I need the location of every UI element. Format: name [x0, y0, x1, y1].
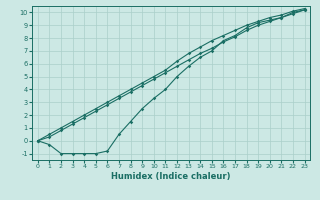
X-axis label: Humidex (Indice chaleur): Humidex (Indice chaleur) [111, 172, 231, 181]
